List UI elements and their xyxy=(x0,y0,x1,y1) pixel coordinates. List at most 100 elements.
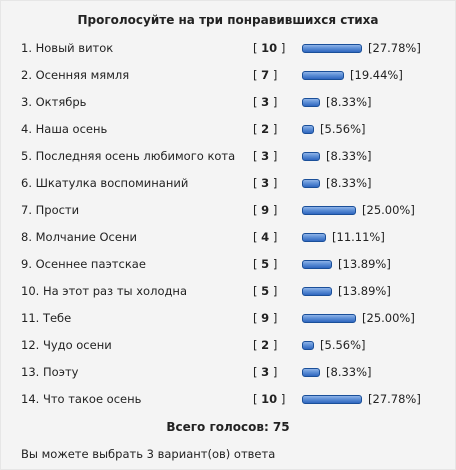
result-bar xyxy=(302,394,362,404)
option-label: 4. Наша осень xyxy=(21,122,108,136)
result-percent-value: 8.33% xyxy=(330,365,368,379)
vote-count-number: 9 xyxy=(261,311,270,325)
result-percent: [8.33%] xyxy=(326,95,372,109)
vote-count-number: 2 xyxy=(261,122,270,136)
poll-result-row: 10. На этот раз ты холодна [ 5 ] [13.89%] xyxy=(1,281,456,301)
option-label: 5. Последняя осень любимого кота xyxy=(21,149,236,163)
poll-result-row: 5. Последняя осень любимого кота [ 3 ] [8.… xyxy=(1,146,456,166)
result-percent-value: 8.33% xyxy=(330,149,368,163)
vote-count-number: 3 xyxy=(261,149,270,163)
result-bar-group: [27.78%] xyxy=(302,392,421,406)
option-label: 6. Шкатулка воспоминаний xyxy=(21,176,189,190)
result-percent: [11.11%] xyxy=(332,230,385,244)
vote-count: [ 7 ] xyxy=(253,68,278,82)
result-bar xyxy=(302,232,326,242)
result-percent-value: 8.33% xyxy=(330,176,368,190)
result-percent: [13.89%] xyxy=(338,257,391,271)
result-percent: [5.56%] xyxy=(320,338,366,352)
result-bar-group: [11.11%] xyxy=(302,230,385,244)
option-label: 11. Тебе xyxy=(21,311,72,325)
result-bar-group: [13.89%] xyxy=(302,284,391,298)
result-percent: [25.00%] xyxy=(362,203,415,217)
result-percent-value: 25.00% xyxy=(366,203,411,217)
poll-result-row: 9. Осеннее паэтскае [ 5 ] [13.89%] xyxy=(1,254,456,274)
result-bar xyxy=(302,43,362,53)
result-bar-group: [8.33%] xyxy=(302,95,372,109)
result-bar xyxy=(302,367,320,377)
result-percent: [8.33%] xyxy=(326,365,372,379)
poll-result-row: 11. Тебе [ 9 ] [25.00%] xyxy=(1,308,456,328)
vote-count-number: 3 xyxy=(261,365,270,379)
result-percent-value: 8.33% xyxy=(330,95,368,109)
result-bar-group: [8.33%] xyxy=(302,176,372,190)
vote-count: [ 10 ] xyxy=(253,41,286,55)
poll-result-row: 14. Что такое осень [ 10 ] [27.78%] xyxy=(1,389,456,409)
result-bar xyxy=(302,340,314,350)
result-percent: [25.00%] xyxy=(362,311,415,325)
result-bar xyxy=(302,97,320,107)
result-bar xyxy=(302,313,356,323)
vote-count-number: 3 xyxy=(261,176,270,190)
result-bar xyxy=(302,70,344,80)
vote-count: [ 2 ] xyxy=(253,122,278,136)
vote-count-number: 2 xyxy=(261,338,270,352)
result-percent: [13.89%] xyxy=(338,284,391,298)
result-bar-group: [5.56%] xyxy=(302,338,366,352)
poll-result-row: 2. Осенняя мямля [ 7 ] [19.44%] xyxy=(1,65,456,85)
poll-result-row: 7. Прости [ 9 ] [25.00%] xyxy=(1,200,456,220)
result-bar-group: [8.33%] xyxy=(302,365,372,379)
vote-count-number: 5 xyxy=(261,257,270,271)
vote-count: [ 4 ] xyxy=(253,230,278,244)
option-label: 2. Осенняя мямля xyxy=(21,68,130,82)
option-label: 3. Октябрь xyxy=(21,95,87,109)
option-label: 12. Чудо осени xyxy=(21,338,112,352)
result-bar-group: [25.00%] xyxy=(302,311,415,325)
poll-result-row: 13. Поэту [ 3 ] [8.33%] xyxy=(1,362,456,382)
result-bar-group: [27.78%] xyxy=(302,41,421,55)
option-label: 14. Что такое осень xyxy=(21,392,142,406)
vote-count: [ 10 ] xyxy=(253,392,286,406)
result-bar xyxy=(302,205,356,215)
result-percent-value: 27.78% xyxy=(372,41,417,55)
vote-count: [ 9 ] xyxy=(253,311,278,325)
result-percent-value: 27.78% xyxy=(372,392,417,406)
result-bar-group: [5.56%] xyxy=(302,122,366,136)
poll-result-row: 12. Чудо осени [ 2 ] [5.56%] xyxy=(1,335,456,355)
result-percent-value: 13.89% xyxy=(342,257,387,271)
vote-count: [ 3 ] xyxy=(253,365,278,379)
total-votes: Всего голосов: 75 xyxy=(166,420,290,434)
result-bar xyxy=(302,151,320,161)
result-percent: [27.78%] xyxy=(368,392,421,406)
vote-count: [ 5 ] xyxy=(253,284,278,298)
vote-count-number: 7 xyxy=(261,68,270,82)
result-bar xyxy=(302,178,320,188)
poll-result-row: 8. Молчание Осени [ 4 ] [11.11%] xyxy=(1,227,456,247)
result-bar-group: [25.00%] xyxy=(302,203,415,217)
vote-count: [ 9 ] xyxy=(253,203,278,217)
result-percent-value: 5.56% xyxy=(324,122,362,136)
result-bar xyxy=(302,286,332,296)
poll-result-row: 6. Шкатулка воспоминаний [ 3 ] [8.33%] xyxy=(1,173,456,193)
result-percent-value: 5.56% xyxy=(324,338,362,352)
result-percent: [8.33%] xyxy=(326,149,372,163)
option-label: 1. Новый виток xyxy=(21,41,114,55)
result-percent: [8.33%] xyxy=(326,176,372,190)
vote-count-number: 4 xyxy=(261,230,270,244)
result-bar xyxy=(302,124,314,134)
option-label: 10. На этот раз ты холодна xyxy=(21,284,187,298)
result-percent-value: 25.00% xyxy=(366,311,411,325)
vote-count-number: 10 xyxy=(261,392,278,406)
poll-title: Проголосуйте на три понравившихся стиха xyxy=(77,13,379,27)
result-percent-value: 11.11% xyxy=(336,230,381,244)
vote-count: [ 2 ] xyxy=(253,338,278,352)
option-label: 8. Молчание Осени xyxy=(21,230,137,244)
result-bar-group: [13.89%] xyxy=(302,257,391,271)
vote-count-number: 5 xyxy=(261,284,270,298)
result-percent: [5.56%] xyxy=(320,122,366,136)
vote-count-number: 10 xyxy=(261,41,278,55)
option-label: 7. Прости xyxy=(21,203,80,217)
vote-count: [ 3 ] xyxy=(253,176,278,190)
vote-count-number: 9 xyxy=(261,203,270,217)
result-bar-group: [19.44%] xyxy=(302,68,403,82)
vote-count: [ 3 ] xyxy=(253,149,278,163)
